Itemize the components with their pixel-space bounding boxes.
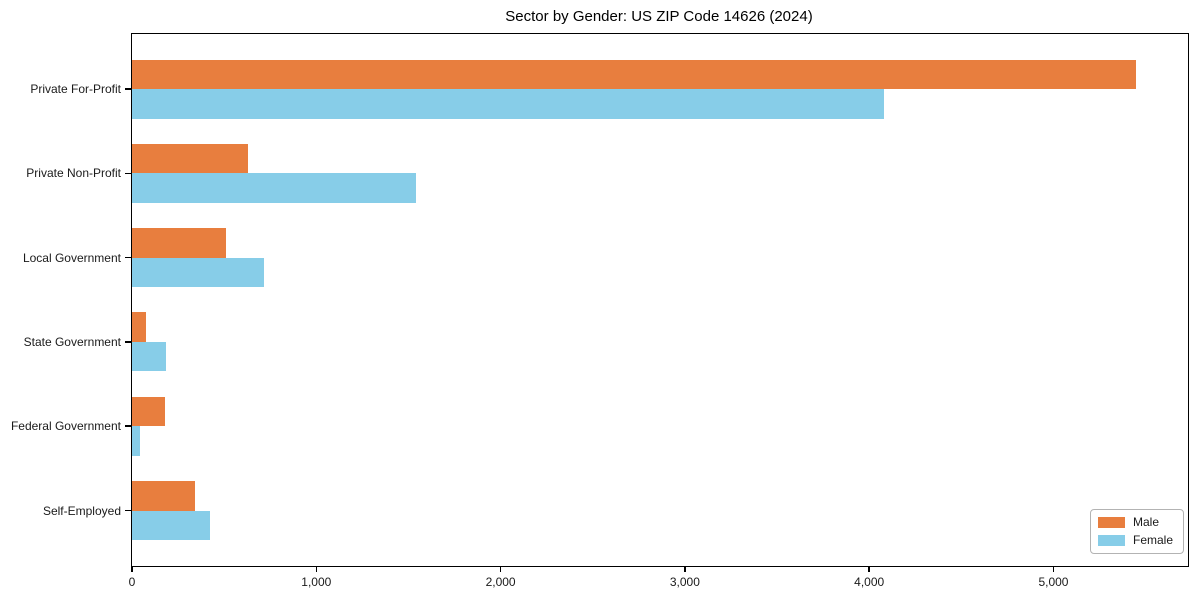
- female-bar: [132, 426, 141, 456]
- y-axis-category-label: Self-Employed: [42, 503, 121, 518]
- x-tick: [499, 566, 502, 572]
- y-tick: [125, 341, 131, 343]
- x-tick: [868, 566, 870, 572]
- y-axis-category-label: Local Government: [22, 250, 121, 265]
- x-axis-tick-label: 0: [128, 575, 136, 589]
- y-axis-category-label: Private For-Profit: [30, 82, 121, 96]
- y-tick: [125, 172, 131, 175]
- legend-label-male: Male: [1132, 515, 1159, 529]
- male-bar: [132, 312, 146, 342]
- y-tick: [125, 256, 131, 259]
- male-bar: [132, 59, 1137, 89]
- male-bar: [132, 481, 195, 511]
- y-tick: [125, 88, 131, 90]
- y-axis-category-label: Private Non-Profit: [26, 166, 121, 181]
- female-bar: [132, 341, 167, 372]
- female-bar: [132, 173, 416, 203]
- x-axis-tick-label: 3,000: [669, 575, 700, 589]
- x-tick: [131, 566, 133, 572]
- y-tick: [125, 425, 131, 427]
- x-tick: [315, 566, 318, 572]
- female-bar: [132, 89, 884, 119]
- male-bar: [132, 396, 166, 427]
- legend-label-female: Female: [1132, 533, 1173, 547]
- male-bar: [132, 143, 249, 174]
- x-axis-tick-label: 2,000: [485, 575, 516, 589]
- male-series-swatch: [1097, 517, 1125, 528]
- legend: Male Female: [1089, 509, 1184, 554]
- plot-area: Male Female Private For-Profit Private No…: [11, 33, 1189, 589]
- x-tick: [1052, 566, 1055, 572]
- x-tick: [684, 566, 686, 572]
- male-bar: [132, 228, 226, 258]
- female-bar: [132, 510, 211, 540]
- legend-item-male: Male: [1097, 515, 1173, 529]
- chart-title: Sector by Gender: US ZIP Code 14626 (202…: [505, 8, 813, 25]
- y-axis-category-label: State Government: [23, 334, 121, 349]
- female-bar: [132, 257, 264, 288]
- y-tick: [125, 509, 131, 512]
- x-axis-tick-label: 1,000: [301, 575, 332, 589]
- x-axis-tick-label: 5,000: [1038, 575, 1069, 589]
- x-axis-tick-label: 4,000: [854, 575, 885, 589]
- legend-item-female: Female: [1097, 533, 1173, 547]
- y-axis-category-label: Federal Government: [10, 419, 121, 434]
- female-series-swatch: [1097, 535, 1125, 546]
